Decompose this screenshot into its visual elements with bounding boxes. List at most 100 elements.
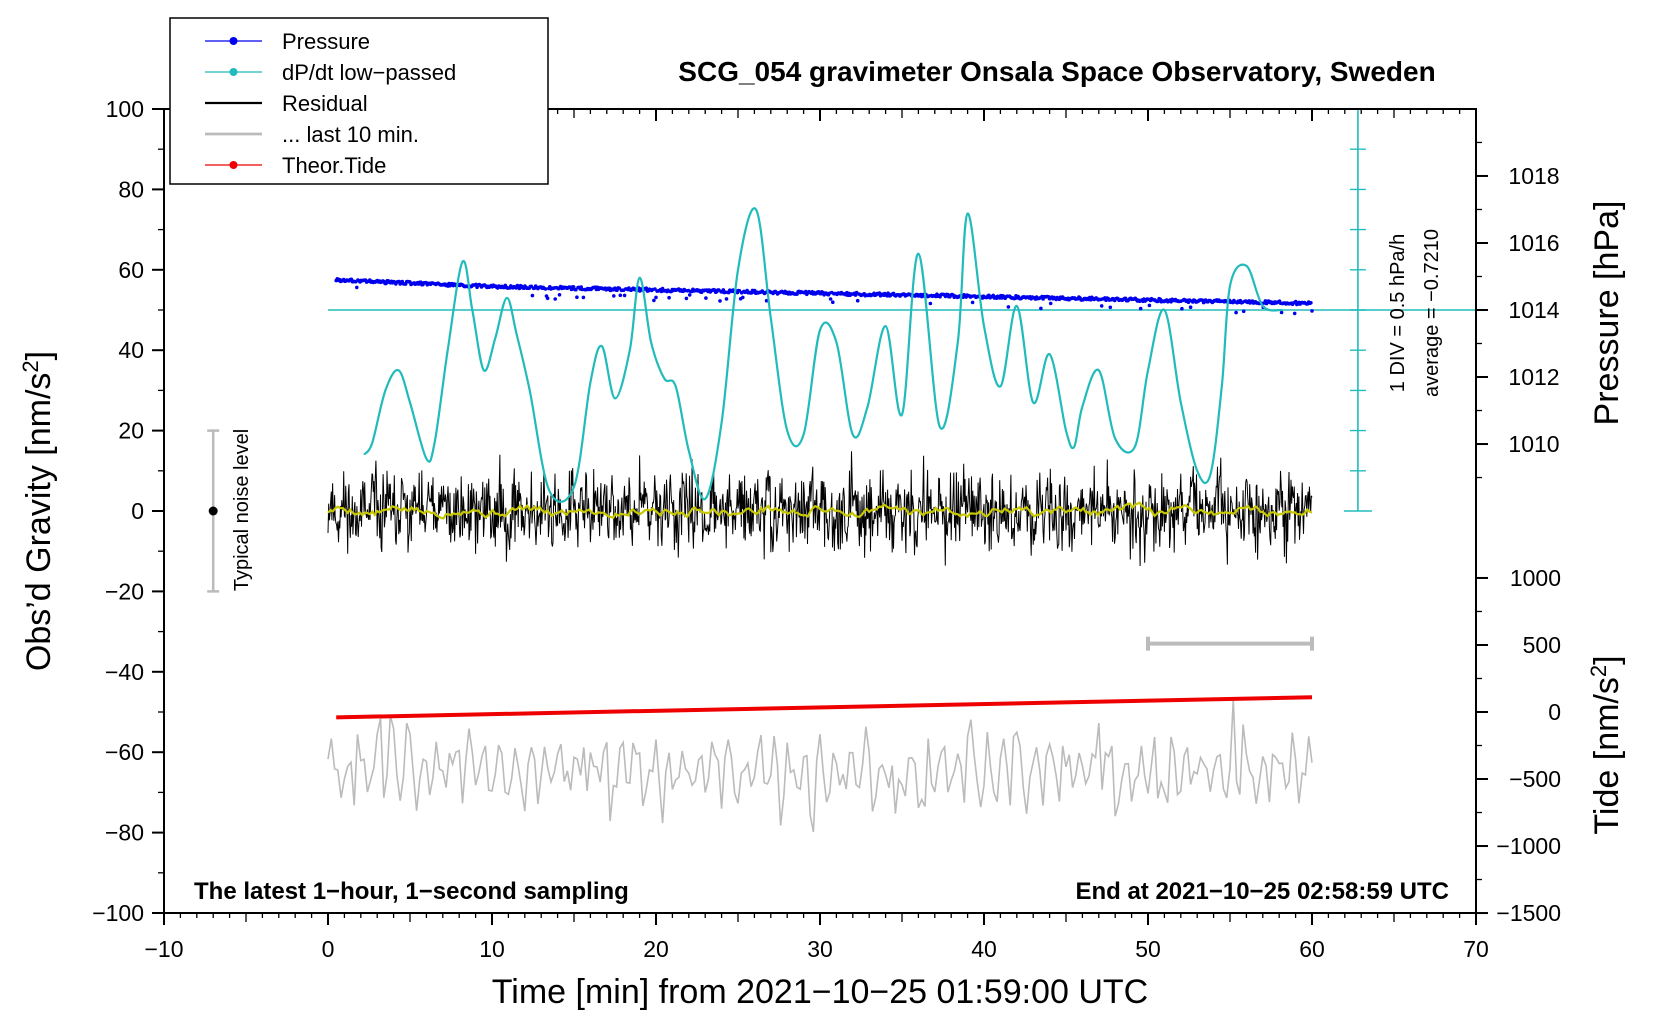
annotation-end-time: End at 2021−10−25 02:58:59 UTC [1075, 878, 1449, 905]
x-tick-label: 20 [643, 936, 669, 962]
pressure-series [334, 277, 1314, 316]
x-tick-label: 0 [322, 936, 335, 962]
legend-label: dP/dt low−passed [282, 60, 456, 85]
pressure-point [687, 293, 692, 297]
pressure-point [724, 297, 729, 301]
y-axis-label: Obs’d Gravity [nm/s2] [18, 351, 58, 671]
x-tick-label: 40 [971, 936, 997, 962]
pressure-point [543, 287, 548, 291]
legend-items: Pressure dP/dt low−passed Residual ... last… [205, 29, 456, 178]
legend-marker [229, 68, 238, 76]
pressure-point [684, 296, 689, 301]
pressure-point [855, 298, 860, 303]
y-tick-label: 60 [118, 257, 144, 283]
pressure-point [1099, 304, 1104, 308]
pressure-tick-label: 1014 [1508, 297, 1559, 323]
tide-tick-label: −1500 [1496, 900, 1561, 926]
noise-bar-dot [208, 506, 218, 516]
pressure-point [1006, 305, 1011, 309]
x-tick-label: 70 [1463, 936, 1489, 962]
y-tick-label: 100 [106, 96, 144, 122]
y-tick-label: −80 [105, 820, 144, 846]
tide-line [336, 695, 1313, 720]
y-tick-label: −60 [105, 739, 144, 765]
pressure-point [654, 295, 658, 300]
tide-tick-label: 0 [1548, 699, 1561, 725]
pressure-point [575, 295, 579, 300]
pressure-point [530, 293, 535, 298]
dpdt-line [363, 207, 1283, 503]
pressure-point [581, 295, 586, 300]
legend-label: Theor.Tide [282, 153, 386, 178]
pressure-tick-label: 1010 [1508, 431, 1559, 457]
pressure-point [1309, 301, 1313, 305]
pressure-point [574, 287, 578, 292]
x-tick-label: 50 [1135, 936, 1161, 962]
tide-tick-labels: 1000 500 0 −500 −1000 −1500 [1496, 565, 1561, 926]
x-tick-label: 30 [807, 936, 833, 962]
y-tick-label: 20 [118, 418, 144, 444]
x-tick-label: 10 [479, 936, 505, 962]
pressure-point [831, 300, 835, 305]
pressure-point [970, 300, 975, 305]
pressure-point [618, 293, 623, 298]
pressure-point [612, 294, 616, 298]
chart-title: SCG_054 gravimeter Onsala Space Observat… [678, 56, 1435, 87]
legend-label: Pressure [282, 29, 370, 54]
pressure-point [667, 295, 671, 300]
pressure-point [928, 301, 933, 306]
pressure-tick-label: 1018 [1508, 163, 1559, 189]
pressure-point [1292, 311, 1297, 316]
pressure-axis-label: Pressure [hPa] [1588, 201, 1626, 426]
dpdt-average-label: average = −0.7210 [1421, 229, 1443, 397]
legend-marker [229, 161, 238, 169]
annotation-sampling: The latest 1−hour, 1−second sampling [194, 878, 629, 905]
pressure-point [1293, 299, 1298, 304]
tide-axis-label: Tide [nm/s2] [1586, 655, 1626, 834]
noise-level-label: Typical noise level [231, 429, 253, 591]
pressure-point [622, 293, 627, 298]
tide-tick-label: 500 [1523, 632, 1561, 658]
pressure-point [718, 299, 722, 303]
pressure-point [1147, 303, 1152, 308]
legend: Pressure dP/dt low−passed Residual ... last… [169, 17, 549, 185]
pressure-point [652, 298, 656, 303]
x-tick-label: −10 [144, 936, 183, 962]
legend-box [169, 17, 549, 185]
pressure-tick-label: 1016 [1508, 230, 1559, 256]
x-tick-label: 60 [1299, 936, 1325, 962]
tide-tick-label: 1000 [1510, 565, 1561, 591]
legend-label: ... last 10 min. [282, 122, 419, 147]
y-tick-label: −100 [92, 900, 144, 926]
pressure-point [1180, 306, 1184, 311]
dpdt-scale-label: 1 DIV = 0.5 hPa/h [1387, 234, 1409, 392]
pressure-point [545, 296, 550, 301]
pressure-point [704, 296, 708, 300]
pressure-point [1048, 301, 1053, 306]
pressure-point [741, 295, 745, 300]
residual-line [327, 451, 1313, 567]
pressure-point [1279, 310, 1284, 315]
y-tick-label: −20 [105, 578, 144, 604]
tide-tick-label: −1000 [1496, 833, 1561, 859]
last-10min-line [327, 699, 1313, 833]
residual-lowpass-line [327, 501, 1313, 520]
pressure-point [1310, 309, 1314, 313]
y-tick-label: 80 [118, 176, 144, 202]
pressure-point [1039, 306, 1043, 311]
pressure-point [1234, 310, 1238, 315]
y-tick-label: 40 [118, 337, 144, 363]
tide-tick-label: −500 [1509, 766, 1561, 792]
pressure-point [1108, 305, 1113, 310]
x-axis-label: Time [min] from 2021−10−25 01:59:00 UTC [492, 973, 1148, 1011]
y-tick-label: −40 [105, 659, 144, 685]
y-tick-labels: 100 80 60 40 20 0 −20 −40 −60 −80 −100 [92, 96, 144, 926]
data-layer [207, 108, 1476, 833]
pressure-point [1138, 306, 1143, 311]
pressure-point [721, 288, 726, 292]
y-tick-label: 0 [131, 498, 144, 524]
pressure-point [1188, 305, 1193, 310]
pressure-tick-labels: 1018 1016 1014 1012 1010 [1508, 163, 1559, 457]
pressure-point [1241, 309, 1246, 314]
